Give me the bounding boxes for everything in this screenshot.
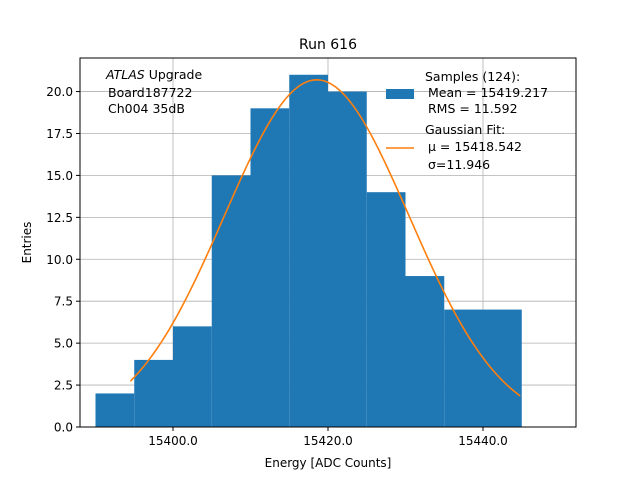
legend-samples-rms: RMS = 11.592 xyxy=(428,101,518,116)
x-tick-label: 15440.0 xyxy=(458,434,508,448)
y-tick-label: 7.5 xyxy=(54,295,73,309)
axis-ticks: 15400.0 15420.0 15440.0 0.0 2.5 5.0 7.5 10.0 12.… xyxy=(46,85,508,448)
y-tick-label: 17.5 xyxy=(46,127,73,141)
histogram-bar xyxy=(95,393,135,427)
x-tick-label: 15400.0 xyxy=(148,434,198,448)
x-axis-label: Energy [ADC Counts] xyxy=(265,456,392,470)
histogram-bar xyxy=(173,326,212,427)
annotation-line-1: ATLAS Upgrade xyxy=(105,67,202,82)
histogram-bar xyxy=(483,309,522,427)
y-tick-label: 15.0 xyxy=(46,169,73,183)
histogram-bar xyxy=(211,175,251,427)
chart-title: Run 616 xyxy=(299,37,357,53)
histogram-bar xyxy=(250,108,290,428)
gaussian-fit xyxy=(129,79,521,397)
histogram-bar xyxy=(289,74,328,427)
legend-samples-patch xyxy=(386,89,414,99)
gaussian-fit-curve xyxy=(129,79,521,397)
histogram-bars xyxy=(95,74,522,428)
y-tick-label: 2.5 xyxy=(54,379,73,393)
legend: Samples (124): Mean = 15419.217 RMS = 11… xyxy=(386,69,548,172)
y-tick-label: 0.0 xyxy=(54,421,73,435)
annotation-line-3: Ch004 35dB xyxy=(108,101,185,116)
legend-samples-mean: Mean = 15419.217 xyxy=(428,85,548,100)
y-tick-label: 5.0 xyxy=(54,337,73,351)
y-tick-label: 20.0 xyxy=(46,85,73,99)
x-tick-label: 15420.0 xyxy=(303,434,353,448)
histogram-bar xyxy=(405,276,445,427)
y-axis-label: Entries xyxy=(20,222,34,264)
legend-fit-sigma: σ=11.946 xyxy=(428,157,490,172)
legend-fit-title: Gaussian Fit: xyxy=(425,122,505,137)
histogram-bar xyxy=(366,192,406,427)
y-tick-label: 12.5 xyxy=(46,211,73,225)
annotation-italic: ATLAS xyxy=(105,67,145,82)
atlas-annotation: ATLAS Upgrade Board187722 Ch004 35dB xyxy=(105,67,202,116)
legend-fit-mu: μ = 15418.542 xyxy=(428,139,522,154)
histogram-bar xyxy=(328,91,367,427)
annotation-rest: Upgrade xyxy=(145,67,203,82)
annotation-line-2: Board187722 xyxy=(108,85,192,100)
legend-samples-title: Samples (124): xyxy=(425,69,520,84)
y-tick-label: 10.0 xyxy=(46,253,73,267)
